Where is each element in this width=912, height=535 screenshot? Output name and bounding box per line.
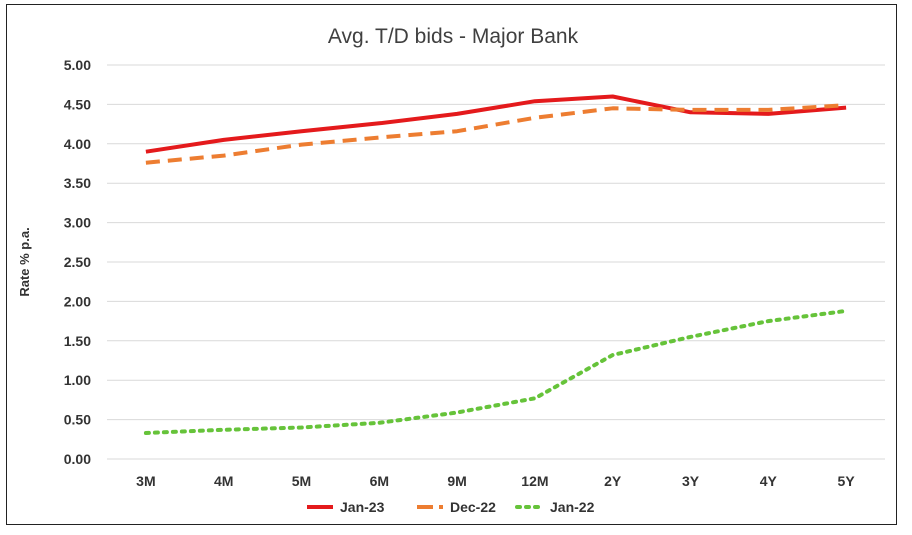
chart-frame: Avg. T/D bids - Major Bank 0.00 0.50 1.00 1…	[6, 4, 897, 525]
x-tick-label: 2Y	[604, 473, 622, 489]
series-line-1	[145, 103, 847, 165]
y-axis-ticks: 0.00 0.50 1.00 1.50 2.00 2.50 3.00 3.50 4.00 4.50…	[64, 57, 91, 467]
y-tick-label: 0.50	[64, 412, 91, 428]
legend-label: Dec-22	[450, 499, 496, 515]
series-line-0	[145, 94, 847, 154]
x-tick-label: 3Y	[682, 473, 700, 489]
y-tick-label: 1.50	[64, 333, 91, 349]
y-tick-label: 3.50	[64, 175, 91, 191]
y-tick-label: 5.00	[64, 57, 91, 73]
legend-label: Jan-23	[340, 499, 385, 515]
series-lines	[143, 94, 849, 435]
x-axis-ticks: 3M 4M 5M 6M 9M 12M 2Y 3Y 4Y 5Y	[136, 473, 855, 489]
x-tick-label: 3M	[136, 473, 155, 489]
y-axis-label: Rate % p.a.	[17, 227, 32, 296]
x-tick-label: 5M	[292, 473, 311, 489]
x-tick-label: 12M	[521, 473, 548, 489]
cropped-text-fragment	[6, 526, 186, 535]
x-tick-label: 4M	[214, 473, 233, 489]
line-chart: Avg. T/D bids - Major Bank 0.00 0.50 1.00 1…	[17, 25, 885, 515]
y-tick-label: 1.00	[64, 372, 91, 388]
y-tick-label: 3.00	[64, 215, 91, 231]
x-tick-label: 9M	[447, 473, 466, 489]
gridlines	[107, 64, 885, 460]
series-line-2	[143, 308, 849, 435]
y-tick-label: 4.00	[64, 136, 91, 152]
chart-title: Avg. T/D bids - Major Bank	[328, 25, 579, 48]
legend-label: Jan-22	[550, 499, 595, 515]
x-tick-label: 5Y	[838, 473, 856, 489]
x-tick-label: 6M	[370, 473, 389, 489]
y-tick-label: 0.00	[64, 451, 91, 467]
legend: Jan-23 Dec-22 Jan-22	[307, 499, 595, 515]
x-tick-label: 4Y	[760, 473, 778, 489]
y-tick-label: 2.00	[64, 293, 91, 309]
y-tick-label: 2.50	[64, 254, 91, 270]
y-tick-label: 4.50	[64, 96, 91, 112]
